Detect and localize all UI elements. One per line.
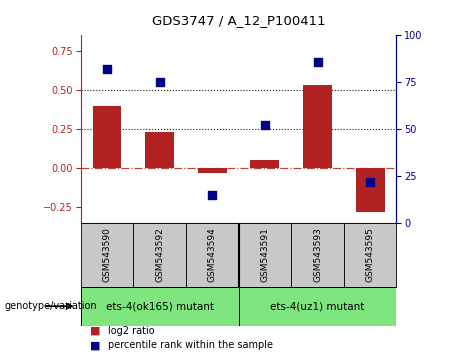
Text: GSM543592: GSM543592 <box>155 228 164 282</box>
Text: log2 ratio: log2 ratio <box>108 326 155 336</box>
Text: ets-4(ok165) mutant: ets-4(ok165) mutant <box>106 301 213 311</box>
Point <box>208 192 216 198</box>
Point <box>314 59 321 64</box>
FancyBboxPatch shape <box>133 223 186 287</box>
Text: GSM543594: GSM543594 <box>208 228 217 282</box>
Bar <box>198 168 227 173</box>
Point <box>261 122 269 128</box>
Bar <box>356 168 384 212</box>
FancyBboxPatch shape <box>186 223 239 287</box>
Text: GDS3747 / A_12_P100411: GDS3747 / A_12_P100411 <box>152 14 325 27</box>
Text: GSM543591: GSM543591 <box>260 227 269 282</box>
Point <box>103 66 111 72</box>
FancyBboxPatch shape <box>291 223 344 287</box>
Text: ■: ■ <box>90 326 100 336</box>
Text: GSM543590: GSM543590 <box>102 227 112 282</box>
FancyBboxPatch shape <box>239 223 291 287</box>
Text: genotype/variation: genotype/variation <box>5 301 97 311</box>
Text: GSM543593: GSM543593 <box>313 227 322 282</box>
FancyBboxPatch shape <box>81 287 239 326</box>
Bar <box>250 160 279 168</box>
Bar <box>93 106 121 168</box>
Text: ■: ■ <box>90 340 100 350</box>
Point <box>366 179 374 184</box>
Bar <box>145 132 174 168</box>
Point <box>156 80 163 85</box>
FancyBboxPatch shape <box>344 223 396 287</box>
FancyBboxPatch shape <box>81 223 133 287</box>
Text: ets-4(uz1) mutant: ets-4(uz1) mutant <box>270 301 365 311</box>
FancyBboxPatch shape <box>239 287 396 326</box>
Text: percentile rank within the sample: percentile rank within the sample <box>108 340 273 350</box>
Bar <box>303 85 332 168</box>
Text: GSM543595: GSM543595 <box>366 227 375 282</box>
